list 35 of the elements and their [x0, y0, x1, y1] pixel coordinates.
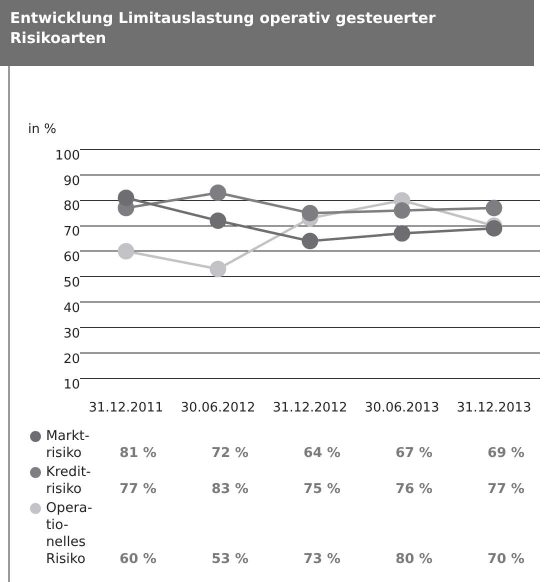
data-label: 72 %	[210, 444, 250, 463]
x-tick-label: 31.12.2011	[88, 400, 164, 416]
y-tick-label: 60	[63, 250, 80, 266]
y-tick-label: 30	[63, 326, 80, 342]
data-label: 60 %	[118, 550, 158, 569]
legend-label: Markt-risiko	[46, 428, 90, 462]
data-label: 83 %	[210, 480, 250, 499]
y-axis-title: in %	[28, 122, 56, 137]
data-label: 64 %	[302, 444, 342, 463]
y-tick-label: 100	[55, 148, 80, 164]
data-label: 69 %	[486, 444, 526, 463]
data-label: 70 %	[486, 550, 526, 569]
data-label: 80 %	[394, 550, 434, 569]
data-label: 81 %	[118, 444, 158, 463]
data-label: 75 %	[302, 480, 342, 499]
legend-label: Opera-tio-nelles Risiko	[46, 500, 92, 568]
x-tick-label: 31.12.2013	[456, 400, 532, 416]
data-label: 67 %	[394, 444, 434, 463]
data-label: 53 %	[210, 550, 250, 569]
data-label: 77 %	[486, 480, 526, 499]
data-label: 76 %	[394, 480, 434, 499]
chart-title: Entwicklung Limitauslastung operativ gesteuerter Risikoarten	[0, 0, 534, 66]
x-tick-label: 30.06.2013	[364, 400, 440, 416]
y-tick-label: 80	[63, 199, 80, 214]
y-tick-label: 10	[63, 377, 80, 392]
y-tick-label: 90	[63, 174, 80, 189]
data-label: 73 %	[302, 550, 342, 569]
y-tick-label: 50	[63, 276, 80, 291]
y-tick-label: 20	[63, 352, 80, 367]
y-tick-label: 70	[63, 224, 80, 240]
x-tick-label: 31.12.2012	[272, 400, 348, 416]
data-label: 77 %	[118, 480, 158, 499]
y-tick-label: 40	[63, 300, 80, 316]
legend-label: Kredit-risiko	[46, 464, 92, 498]
x-tick-label: 30.06.2012	[180, 400, 256, 416]
